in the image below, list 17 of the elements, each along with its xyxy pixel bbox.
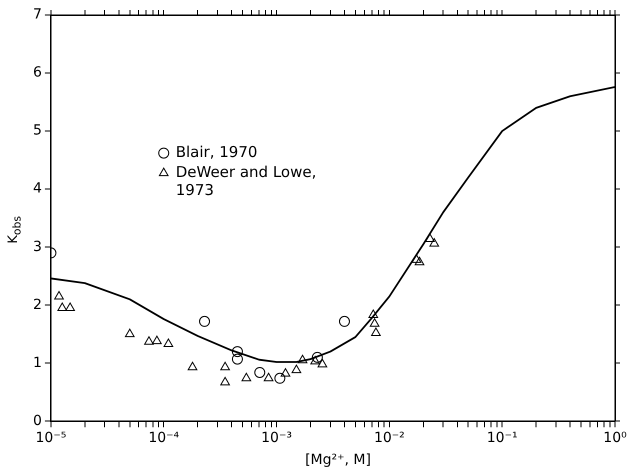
- x-tick-label: 10⁻⁵: [35, 430, 66, 446]
- x-tick-label: 10⁰: [603, 430, 628, 446]
- x-tick-label: 10⁻¹: [486, 430, 518, 446]
- legend-label: Blair, 1970: [176, 143, 258, 161]
- y-tick-label: 2: [32, 296, 42, 313]
- y-tick-label: 0: [32, 412, 42, 429]
- x-tick-label: 10⁻³: [261, 430, 292, 446]
- legend-label: DeWeer and Lowe, 1973: [176, 163, 316, 199]
- y-tick-label: 6: [32, 64, 42, 81]
- y-tick-label: 7: [32, 6, 42, 23]
- x-axis-title: [Mg²⁺, M]: [304, 452, 372, 468]
- y-tick-label: 3: [32, 238, 42, 255]
- x-tick-label: 10⁻⁴: [148, 430, 180, 446]
- x-tick-label: 10⁻²: [374, 430, 405, 446]
- y-tick-label: 5: [32, 122, 42, 139]
- y-tick-label: 1: [32, 354, 42, 371]
- y-tick-label: 4: [32, 180, 42, 197]
